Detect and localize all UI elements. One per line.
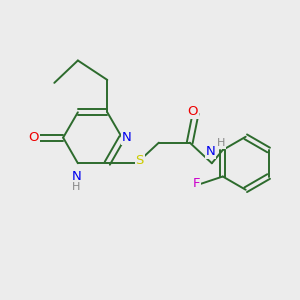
Text: N: N [122, 131, 131, 144]
Text: H: H [72, 182, 81, 192]
Text: N: N [71, 170, 81, 183]
Text: H: H [217, 138, 225, 148]
Text: O: O [188, 105, 198, 118]
Text: N: N [206, 145, 215, 158]
Text: O: O [28, 131, 39, 144]
Text: F: F [193, 177, 200, 190]
Text: S: S [136, 154, 144, 167]
